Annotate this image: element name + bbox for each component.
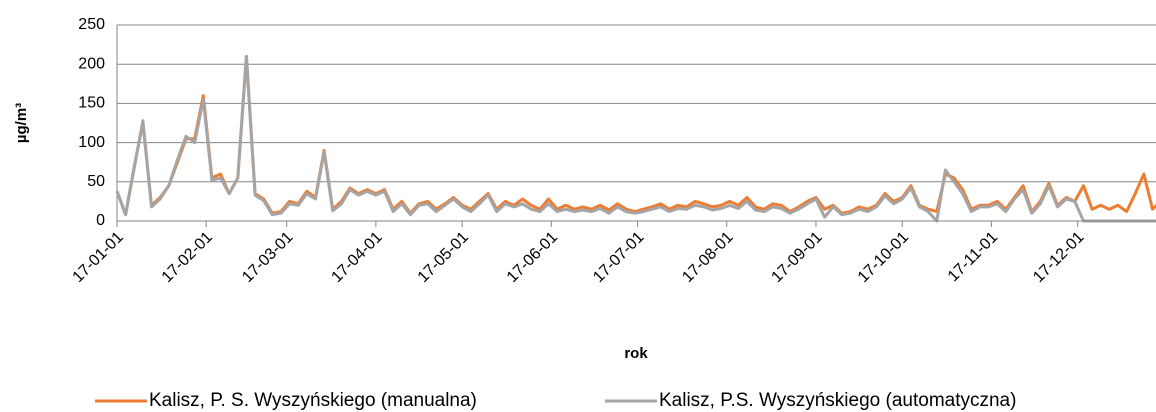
x-tick-label: 17-05-01 [415, 229, 472, 286]
y-tick-label: 50 [87, 173, 105, 190]
legend-label: Kalisz, P.S. Wyszyńskiego (automatyczna) [659, 390, 1016, 411]
y-tick-label: 0 [96, 212, 105, 229]
y-axis-label: µg/m³ [13, 103, 30, 143]
x-tick-label: 17-03-01 [239, 229, 296, 286]
x-tick-label: 17-04-01 [328, 229, 385, 286]
x-tick-label: 17-11-01 [945, 229, 1002, 286]
series-line [115, 54, 1156, 223]
y-tick-label: 150 [78, 95, 105, 112]
y-tick-label: 200 [78, 55, 105, 72]
x-tick-label: 17-01-01 [70, 229, 127, 286]
y-tick-label: 100 [78, 134, 105, 151]
x-tick-label: 17-10-01 [855, 229, 912, 286]
y-tick-label: 250 [78, 16, 105, 33]
x-tick-label: 17-06-01 [504, 229, 561, 286]
x-tick-label: 17-02-01 [159, 229, 216, 286]
x-tick-label: 17-12-01 [1030, 229, 1087, 286]
series-line [115, 54, 1156, 217]
x-tick-label: 17-09-01 [768, 229, 825, 286]
x-axis-label: rok [624, 345, 648, 362]
legend-label: Kalisz, P. S. Wyszyńskiego (manualna) [149, 390, 477, 411]
x-tick-label: 17-07-01 [590, 229, 647, 286]
x-tick-label: 17-08-01 [679, 229, 736, 286]
